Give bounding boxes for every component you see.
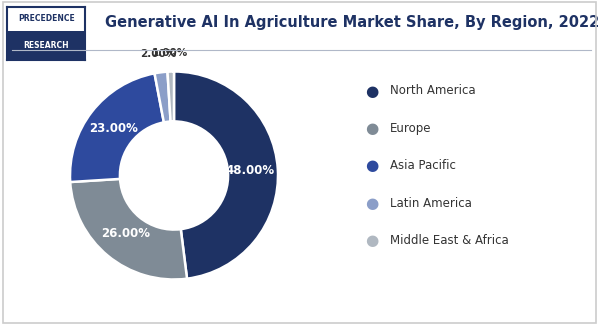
Text: ●: ● [365,158,379,173]
Wedge shape [70,179,187,280]
Text: Middle East & Africa: Middle East & Africa [390,234,509,247]
Text: 1.00%: 1.00% [152,48,188,58]
Text: PRECEDENCE: PRECEDENCE [18,14,74,23]
Text: 23.00%: 23.00% [89,123,139,136]
Text: Latin America: Latin America [390,197,472,210]
Wedge shape [155,72,170,123]
Text: 2.00%: 2.00% [140,49,177,59]
Text: Europe: Europe [390,122,431,135]
Bar [7,31,85,60]
Text: Asia Pacific: Asia Pacific [390,159,456,172]
Text: ●: ● [365,233,379,248]
Text: North America: North America [390,84,476,98]
Text: 26.00%: 26.00% [101,227,150,240]
Wedge shape [167,72,174,122]
Text: ●: ● [365,196,379,211]
Text: Generative AI In Agriculture Market Share, By Region, 2022 (%): Generative AI In Agriculture Market Shar… [105,15,600,30]
Wedge shape [174,72,278,279]
Wedge shape [70,73,164,182]
Text: ●: ● [365,84,379,98]
Text: ●: ● [365,121,379,136]
Text: ●: ● [13,46,21,55]
Text: 48.00%: 48.00% [225,164,274,177]
Text: RESEARCH: RESEARCH [23,41,69,50]
